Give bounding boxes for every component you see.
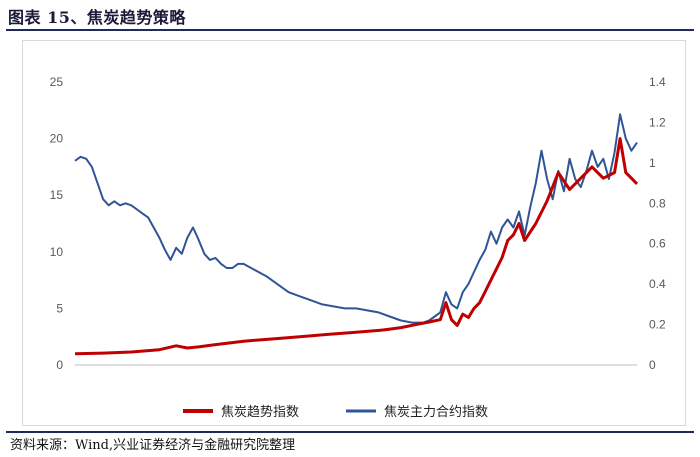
source-note: 资料来源：Wind,兴业证券经济与金融研究院整理 — [10, 438, 296, 453]
left-tick-label: 25 — [50, 75, 64, 89]
figure-title: 图表 15、焦炭趋势策略 — [8, 8, 186, 27]
left-tick-label: 0 — [56, 358, 63, 372]
right-tick-label: 1.2 — [649, 115, 666, 129]
plot-frame — [22, 40, 686, 426]
source-rule — [6, 431, 694, 433]
left-tick-label: 20 — [50, 132, 64, 146]
right-tick-label: 0.2 — [649, 318, 666, 332]
left-tick-label: 10 — [50, 245, 64, 259]
title-rule — [6, 29, 694, 31]
right-tick-label: 1 — [649, 156, 656, 170]
series-line-trend — [74, 137, 639, 356]
series-line-futures — [74, 113, 638, 324]
right-tick-label: 0.6 — [649, 237, 666, 251]
right-tick-label: 1.4 — [649, 75, 666, 89]
right-axis-ticks: 0 0.2 0.4 0.6 0.8 1 1.2 1.4 — [649, 75, 666, 372]
right-tick-label: 0 — [649, 358, 656, 372]
left-tick-label: 15 — [50, 188, 64, 202]
series-layer — [74, 113, 639, 356]
right-tick-label: 0.4 — [649, 277, 666, 291]
left-tick-label: 5 — [56, 301, 63, 315]
legend-label-trend: 焦炭趋势指数 — [221, 404, 299, 420]
left-axis-ticks: 0 5 10 15 20 25 — [50, 75, 64, 372]
legend: 焦炭趋势指数 焦炭主力合约指数 — [183, 404, 488, 420]
legend-label-futures: 焦炭主力合约指数 — [384, 405, 488, 420]
right-tick-label: 0.8 — [649, 196, 666, 210]
